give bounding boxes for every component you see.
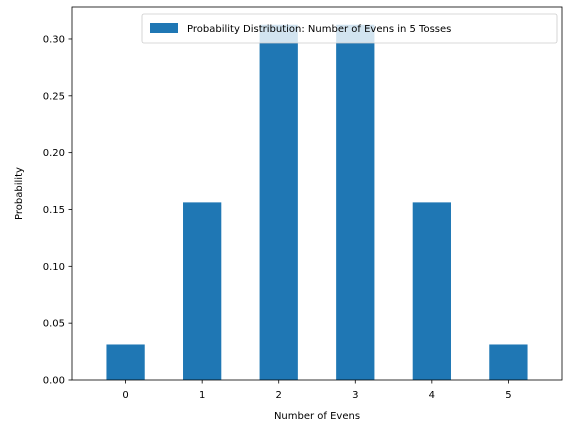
y-tick-label-0.15: 0.15 [43,205,65,216]
x-tick-label-1: 1 [199,390,205,401]
x-tick-label-5: 5 [505,390,511,401]
bar-1 [183,202,222,380]
x-tick-label-3: 3 [352,390,358,401]
y-tick-label-0.00: 0.00 [43,376,65,387]
plot-frame [71,6,563,381]
bar-2 [259,24,298,380]
bars-group [106,24,528,380]
y-tick-label-0.05: 0.05 [43,319,65,330]
bar-0 [106,344,145,380]
plot-area [72,7,562,380]
legend-label: Probability Distribution: Number of Even… [187,24,451,35]
x-axis-ticks: 0 1 2 3 4 5 [122,380,512,401]
x-axis-label: Number of Evens [274,411,360,422]
legend: Probability Distribution: Number of Even… [141,13,558,44]
y-tick-label-0.30: 0.30 [43,34,65,45]
y-tick-label-0.25: 0.25 [43,91,65,102]
legend-swatch [150,23,178,33]
bar-3 [336,24,375,380]
y-tick-label-0.20: 0.20 [43,148,65,159]
x-tick-label-0: 0 [122,390,128,401]
y-tick-label-0.10: 0.10 [43,262,65,273]
legend-box [141,13,558,44]
y-axis-ticks: 0.00 0.05 0.10 0.15 0.20 0.25 0.30 [43,34,72,387]
x-tick-label-2: 2 [276,390,282,401]
bar-4 [412,202,451,380]
y-axis-label: Probability [14,167,25,220]
bar-5 [489,344,528,380]
x-tick-label-4: 4 [429,390,435,401]
